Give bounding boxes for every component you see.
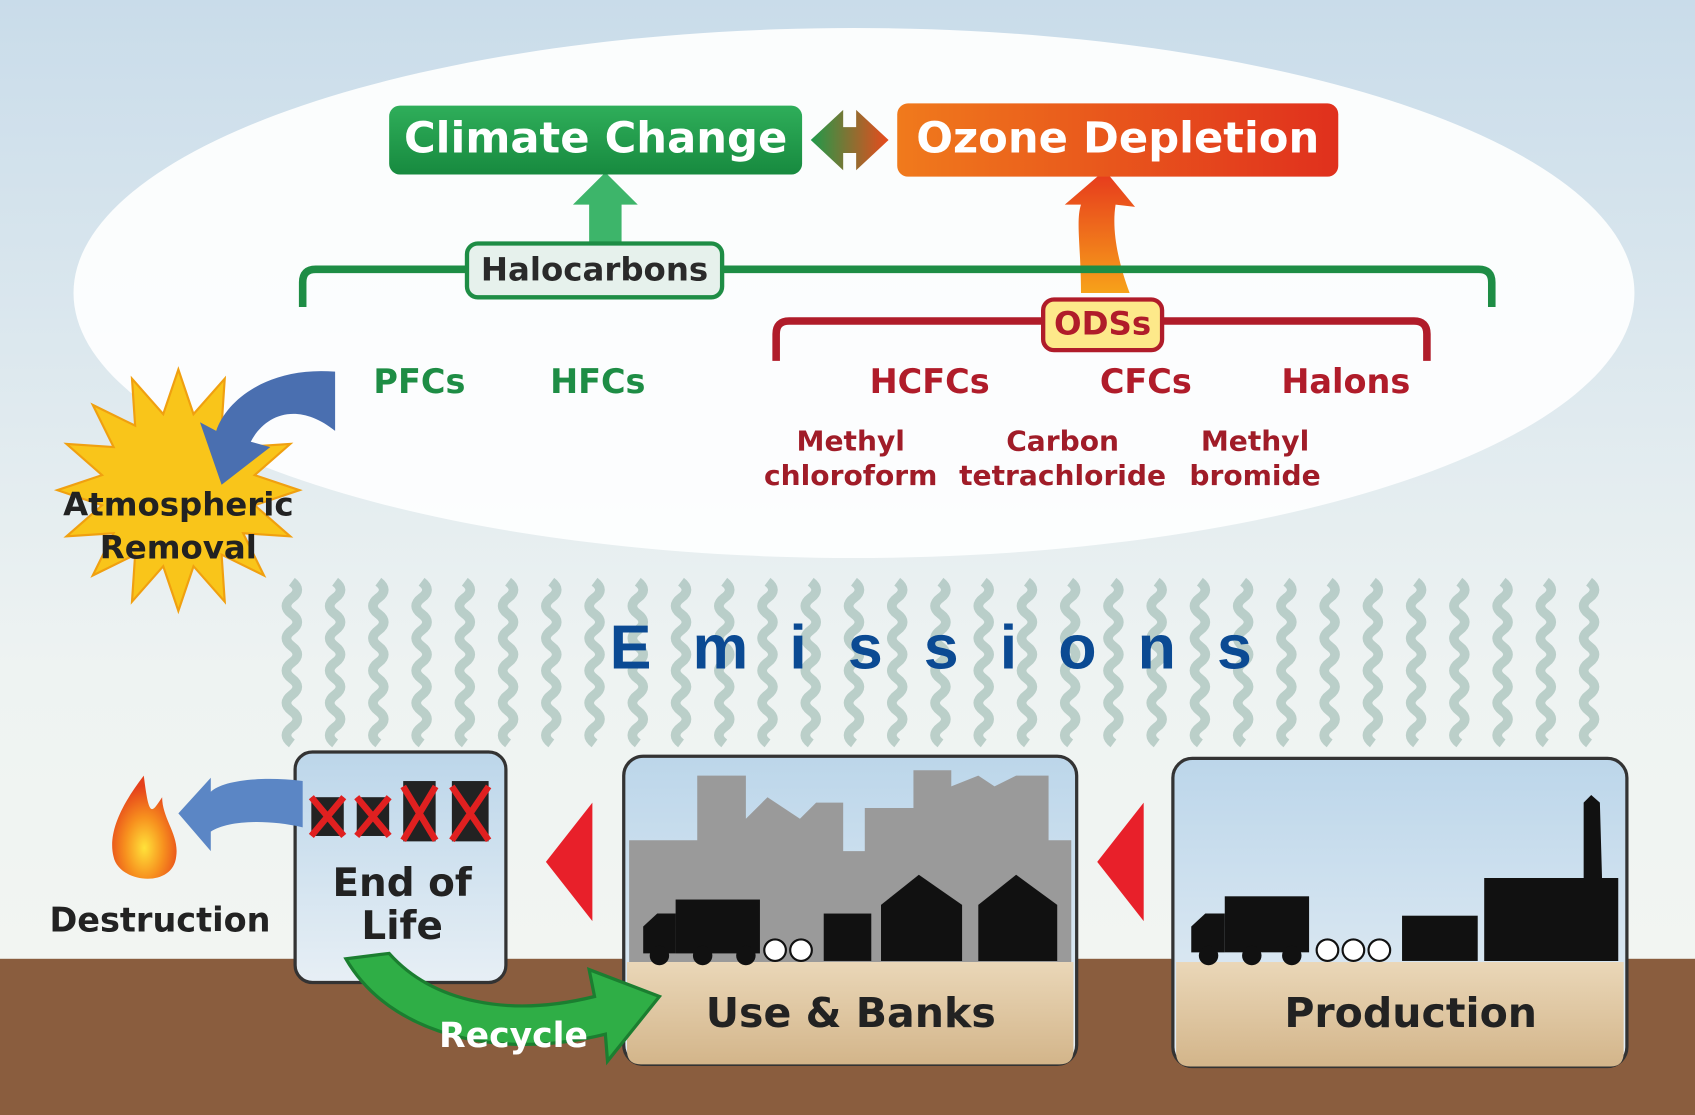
emissions: Emissions <box>610 612 1293 682</box>
gas: HFCs <box>550 362 645 401</box>
halocarbons: Halocarbons <box>481 251 708 289</box>
atmospheric-removal: Atmospheric <box>63 485 294 523</box>
diagram: Climate Change Ozone Depletion Halocarbo… <box>0 0 1695 1115</box>
gas: PFCs <box>373 362 465 401</box>
minor-gas-line: Methyl <box>1201 425 1309 458</box>
minor-gas-line: bromide <box>1189 459 1320 492</box>
minor-gas-line: chloroform <box>764 459 937 492</box>
page: {"effects": {"climate_change": "Climate … <box>0 0 1695 1115</box>
recycle: Recycle <box>439 1016 588 1056</box>
atmospheric-removal: Removal <box>100 528 257 566</box>
minor-gas-line: tetrachloride <box>959 459 1166 492</box>
ozone-depletion: Ozone Depletion <box>916 114 1319 164</box>
use-banks: Use & Banks <box>706 989 996 1037</box>
production: Production <box>1284 989 1537 1037</box>
minor-gases: Methyl chloroform Carbon tetrachloride M… <box>764 425 1321 492</box>
end-of-life: Life <box>361 904 442 949</box>
end-of-life: End of <box>332 861 472 906</box>
gas: Halons <box>1281 362 1410 401</box>
destruction: Destruction <box>49 901 270 940</box>
climate-change: Climate Change <box>404 114 787 164</box>
odss: ODSs <box>1054 304 1151 342</box>
minor-gas-line: Methyl <box>797 425 905 458</box>
gas: HCFCs <box>870 362 990 401</box>
gas: CFCs <box>1100 362 1192 401</box>
minor-gas-line: Carbon <box>1006 425 1119 458</box>
